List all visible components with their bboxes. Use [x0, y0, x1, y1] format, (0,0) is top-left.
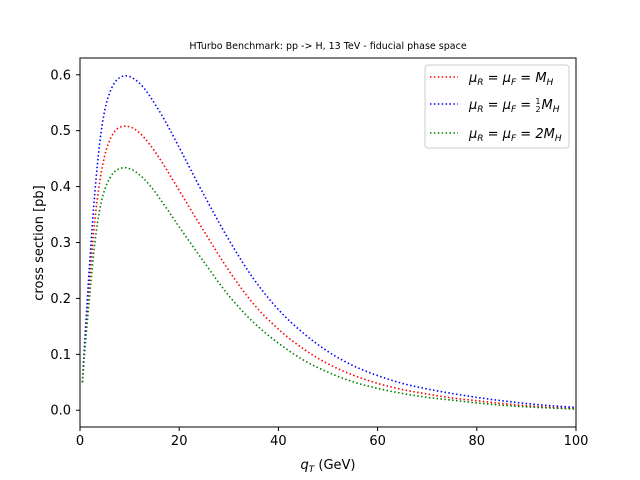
y-tick-label-3: 0.3	[50, 236, 71, 251]
x-axis-label-sub: T	[309, 465, 316, 475]
legend-mass: = M	[516, 71, 546, 86]
x-axis-label-unit: (GeV)	[314, 458, 355, 473]
y-tick-label-1: 0.1	[50, 348, 71, 363]
y-tick-label-0: 0.0	[50, 404, 71, 419]
x-axis-label: qT (GeV)	[300, 458, 355, 475]
x-tick-label-4: 80	[469, 434, 486, 449]
y-axis-label: cross section [pb]	[32, 185, 47, 300]
chart-title: HTurbo Benchmark: pp -> H, 13 TeV - fidu…	[189, 41, 466, 52]
x-tick-label-2: 40	[270, 434, 287, 449]
y-tick-label-4: 0.4	[50, 180, 71, 195]
series-line-1	[81, 75, 577, 409]
x-tick-label-3: 60	[369, 434, 386, 449]
legend-label-2: μR = μF = 2MH	[468, 127, 562, 144]
legend-sub-h: H	[547, 78, 554, 88]
legend-sub-f: F	[511, 78, 517, 88]
series-line-0	[81, 125, 577, 410]
y-tick-label-2: 0.2	[50, 292, 71, 307]
y-tick-label-6: 0.6	[50, 68, 71, 83]
legend-mu-r: μ	[468, 98, 477, 113]
legend-sub-r: R	[477, 134, 483, 144]
legend-mu-f: = μ	[484, 98, 511, 113]
legend-sub-h: H	[555, 134, 562, 144]
legend-mass: M	[542, 98, 553, 113]
legend-sub-f: F	[511, 105, 517, 115]
legend-mass: = 2M	[516, 127, 555, 142]
legend-mu-f: = μ	[484, 127, 511, 142]
legend-frac-den: 2	[535, 105, 540, 114]
legend-label-0: μR = μF = MH	[468, 71, 554, 88]
legend-box	[424, 64, 570, 149]
legend-sub-r: R	[477, 105, 483, 115]
axes-layer: 0 20 40 60 80 100 0.0 0.1 0.2 0.3 0.4 0.5 0.6	[50, 57, 589, 449]
legend-sub-r: R	[477, 78, 483, 88]
x-axis-label-main: q	[300, 458, 308, 473]
legend-mu-r: μ	[468, 127, 477, 142]
legend-mu-r: μ	[468, 71, 477, 86]
legend-mu-f: = μ	[484, 71, 511, 86]
y-tick-label-5: 0.5	[50, 124, 71, 139]
legend-equals: =	[516, 98, 535, 113]
x-tick-label-5: 100	[564, 434, 589, 449]
legend-sub-h: H	[553, 105, 560, 115]
series-line-2	[81, 166, 577, 410]
series-layer	[81, 75, 577, 410]
legend-sub-f: F	[511, 134, 517, 144]
x-tick-label-1: 20	[171, 434, 188, 449]
legend-label-1: μR = μF = 1 2MH	[468, 97, 560, 115]
legend-frac-num: 1	[535, 97, 540, 106]
x-tick-label-0: 0	[76, 434, 84, 449]
